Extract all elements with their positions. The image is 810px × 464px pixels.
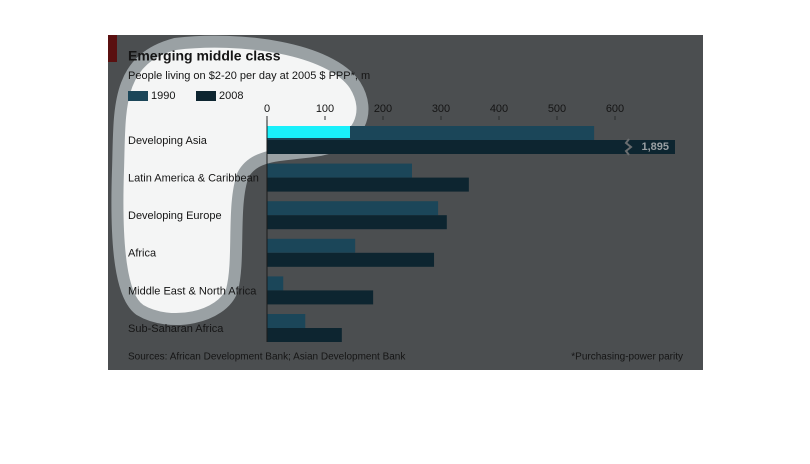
bar — [267, 276, 284, 291]
y-tick-label: Developing Europe — [128, 210, 222, 222]
y-tick-label: Latin America & Caribbean — [128, 173, 259, 185]
axis-break — [624, 138, 633, 156]
bar — [267, 163, 412, 178]
bar — [267, 177, 469, 192]
bar — [267, 252, 435, 267]
highlight-overlay — [267, 126, 350, 138]
y-tick-label: Africa — [128, 248, 157, 260]
footnote: *Purchasing-power parity — [571, 352, 683, 363]
x-tick-label: 300 — [432, 103, 450, 115]
chart-subtitle: People living on $2-20 per day at 2005 $… — [128, 70, 370, 82]
x-tick-label: 200 — [374, 103, 392, 115]
x-tick-label: 0 — [264, 103, 270, 115]
x-tick-label: 500 — [548, 103, 566, 115]
bar — [267, 314, 306, 328]
value-label: 1,895 — [641, 141, 669, 153]
y-tick-label: Developing Asia — [128, 135, 208, 147]
x-tick-label: 600 — [606, 103, 624, 115]
x-tick-label: 400 — [490, 103, 508, 115]
x-tick-label: 100 — [316, 103, 334, 115]
chart-title: Emerging middle class — [128, 48, 281, 64]
legend-swatch — [196, 91, 216, 101]
source: Sources: African Development Bank; Asian… — [128, 352, 406, 363]
y-tick-label: Sub-Saharan Africa — [128, 323, 224, 335]
bar — [267, 238, 356, 253]
bar — [267, 201, 439, 216]
highlight-blob — [111, 35, 369, 326]
y-tick-label: Middle East & North Africa — [128, 285, 257, 297]
bar — [267, 290, 374, 305]
brand-mark — [108, 35, 117, 62]
bar — [267, 328, 342, 342]
legend-swatch — [128, 91, 148, 101]
bar — [267, 215, 447, 230]
legend-label: 2008 — [219, 90, 243, 102]
bar — [267, 140, 675, 154]
legend-label: 1990 — [151, 90, 175, 102]
